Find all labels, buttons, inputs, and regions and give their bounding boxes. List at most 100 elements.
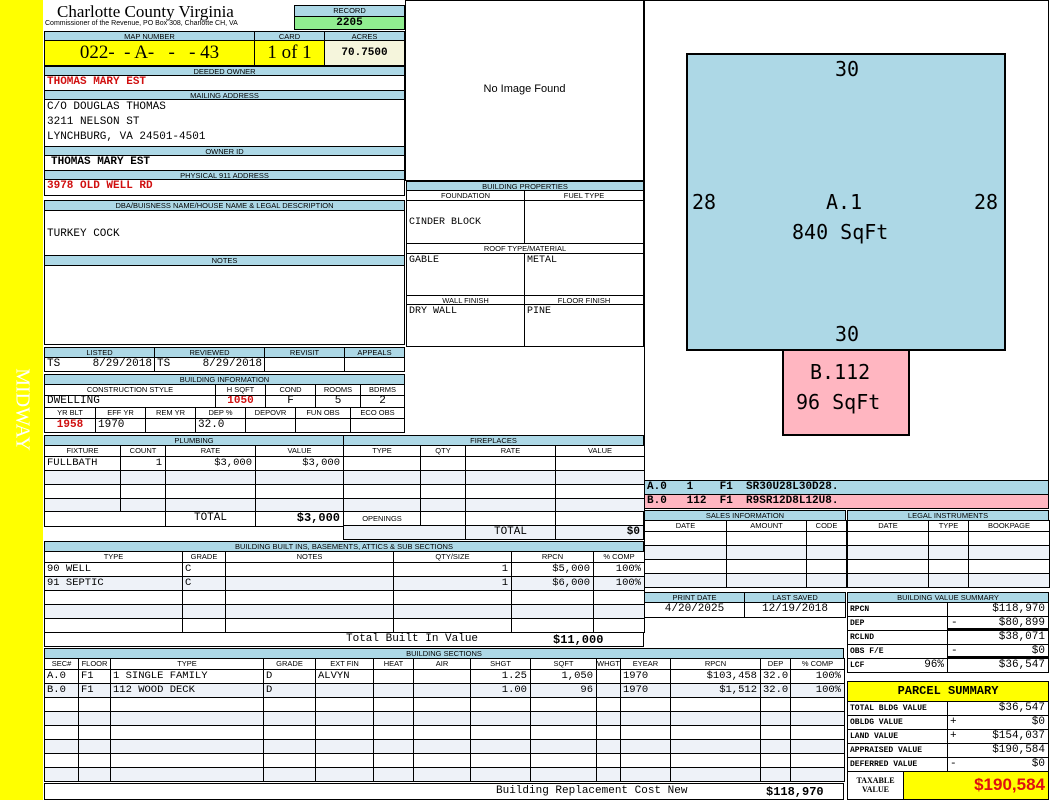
table-cell: $1,512 bbox=[670, 683, 761, 698]
table-cell bbox=[530, 739, 597, 754]
table-cell bbox=[393, 604, 512, 619]
parcel-label: APPRAISED VALUE bbox=[847, 743, 948, 758]
table-cell bbox=[373, 739, 414, 754]
legend-floor: F1 bbox=[719, 481, 733, 493]
table-cell bbox=[928, 559, 969, 574]
table-cell: 32.0 bbox=[760, 683, 791, 698]
parcel-sign: + bbox=[947, 715, 967, 730]
taxable-value: $190,584 bbox=[903, 771, 1049, 800]
table-cell bbox=[110, 739, 264, 754]
table-cell bbox=[44, 711, 79, 726]
table-cell bbox=[596, 725, 621, 740]
main-section-id: A.1 bbox=[826, 190, 863, 214]
table-cell bbox=[373, 753, 414, 768]
dim-top: 30 bbox=[835, 57, 860, 81]
table-cell bbox=[78, 725, 111, 740]
table-cell bbox=[760, 725, 791, 740]
bvs-sign: - bbox=[951, 645, 958, 657]
table-cell bbox=[644, 545, 727, 560]
table-cell bbox=[593, 590, 645, 605]
table-cell: 1 bbox=[393, 576, 512, 591]
table-cell bbox=[670, 739, 761, 754]
parcel-summary-title: PARCEL SUMMARY bbox=[847, 681, 1049, 702]
table-cell bbox=[790, 725, 845, 740]
no-image-text: No Image Found bbox=[483, 83, 566, 95]
card-value: 1 of 1 bbox=[254, 40, 325, 66]
legend-code: 112 bbox=[686, 495, 707, 507]
table-cell bbox=[470, 753, 531, 768]
table-cell bbox=[420, 484, 466, 499]
sketch-deck-section[interactable] bbox=[782, 349, 910, 436]
table-cell bbox=[968, 545, 1050, 560]
deck-section-area: 96 SqFt bbox=[796, 390, 881, 414]
table-cell bbox=[530, 711, 597, 726]
owner-id-value: THOMAS MARY EST bbox=[44, 155, 405, 171]
table-cell: 100% bbox=[593, 576, 645, 591]
sidebar bbox=[0, 0, 43, 800]
bvs-label: DEP bbox=[847, 616, 948, 631]
table-cell bbox=[620, 753, 671, 768]
map-number-value: 022- - A- - - 43 bbox=[44, 40, 255, 66]
table-cell bbox=[110, 725, 264, 740]
table-cell bbox=[470, 767, 531, 782]
table-cell bbox=[413, 683, 471, 698]
table-cell: $6,000 bbox=[511, 576, 594, 591]
table-cell bbox=[44, 697, 79, 712]
table-cell bbox=[413, 739, 471, 754]
table-cell bbox=[670, 697, 761, 712]
mailing-address: C/O DOUGLAS THOMAS 3211 NELSON ST LYNCHB… bbox=[44, 99, 405, 147]
table-cell: C bbox=[182, 576, 226, 591]
table-cell bbox=[806, 559, 847, 574]
table-cell bbox=[373, 711, 414, 726]
foundation-value: CINDER BLOCK bbox=[406, 200, 525, 244]
table-cell bbox=[44, 618, 183, 633]
table-cell bbox=[596, 697, 621, 712]
table-cell bbox=[373, 683, 414, 698]
replacement-cost-value: $118,970 bbox=[766, 785, 824, 799]
table-cell: 1 bbox=[393, 562, 512, 577]
table-cell bbox=[225, 604, 394, 619]
table-cell bbox=[726, 573, 807, 588]
listed-by: TS bbox=[47, 358, 61, 370]
legend-vectors: SR30U28L30D28. bbox=[746, 481, 839, 493]
table-cell bbox=[315, 739, 374, 754]
table-cell: FULLBATH bbox=[44, 456, 121, 471]
table-cell bbox=[847, 573, 929, 588]
table-cell bbox=[255, 484, 344, 499]
mailing-line: 3211 NELSON ST bbox=[47, 116, 140, 128]
table-cell bbox=[670, 711, 761, 726]
bvs-value: $38,071 bbox=[947, 630, 1049, 645]
table-cell bbox=[847, 559, 929, 574]
last-saved-value: 12/19/2018 bbox=[744, 602, 846, 618]
table-cell bbox=[806, 573, 847, 588]
dep-pct-value: 32.0 bbox=[195, 418, 246, 433]
table-cell: B.0 bbox=[44, 683, 79, 698]
table-cell bbox=[110, 697, 264, 712]
table-cell bbox=[847, 545, 929, 560]
table-cell bbox=[726, 545, 807, 560]
sketch-main-section[interactable] bbox=[686, 53, 1006, 351]
table-cell bbox=[790, 753, 845, 768]
table-cell bbox=[343, 470, 421, 485]
replacement-cost-label: Building Replacement Cost New bbox=[496, 785, 688, 797]
sketch-legend-row-b: B.0 112 F1 R9SR12D8L12U8. bbox=[644, 494, 1049, 509]
taxable-value-label: TAXABLE VALUE bbox=[847, 771, 904, 800]
bvs-label-text: LCF bbox=[850, 661, 865, 670]
table-cell bbox=[110, 767, 264, 782]
table-cell bbox=[315, 711, 374, 726]
table-cell: F1 bbox=[78, 669, 111, 684]
table-cell bbox=[393, 618, 512, 633]
table-cell: F1 bbox=[78, 683, 111, 698]
dba-value: TURKEY COCK bbox=[44, 210, 405, 256]
listed-date: 8/29/2018 bbox=[92, 358, 152, 370]
legend-floor: F1 bbox=[719, 495, 733, 507]
table-cell bbox=[120, 484, 166, 499]
fuel-type-value bbox=[524, 200, 644, 244]
table-cell bbox=[44, 590, 183, 605]
record-value: 2205 bbox=[294, 16, 405, 30]
table-cell bbox=[620, 711, 671, 726]
bvs-percent: 96% bbox=[924, 659, 944, 671]
mailing-line: LYNCHBURG, VA 24501-4501 bbox=[47, 131, 206, 143]
openings-label: OPENINGS bbox=[343, 511, 421, 526]
table-cell bbox=[413, 725, 471, 740]
